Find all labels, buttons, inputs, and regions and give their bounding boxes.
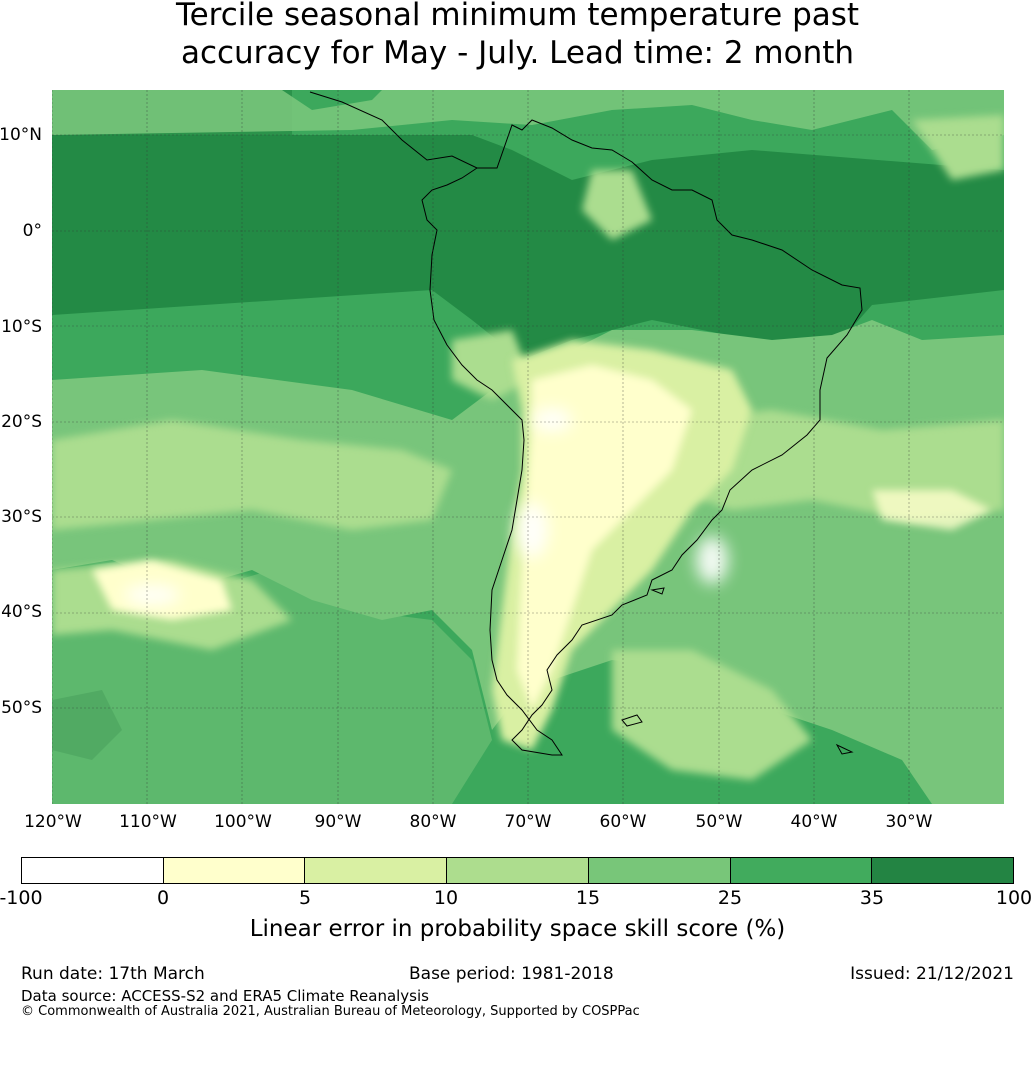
lon-label-120w: 120°W bbox=[24, 812, 82, 832]
skill-map-canvas bbox=[52, 90, 1004, 804]
run-date: Run date: 17th March bbox=[21, 964, 205, 984]
lon-label-60w: 60°W bbox=[599, 812, 647, 832]
colorbar-tick: 35 bbox=[859, 887, 885, 909]
colorbar-segment bbox=[22, 858, 164, 883]
lat-label-30s: 30°S bbox=[1, 507, 42, 527]
lat-label-10n: 10°N bbox=[0, 125, 42, 145]
lat-label-10s: 10°S bbox=[1, 317, 42, 337]
copyright: © Commonwealth of Australia 2021, Austra… bbox=[21, 1004, 640, 1019]
lat-label-20s: 20°S bbox=[1, 412, 42, 432]
skill-field-pale bbox=[92, 340, 992, 750]
lon-label-100w: 100°W bbox=[214, 812, 272, 832]
lon-label-30w: 30°W bbox=[885, 812, 933, 832]
lon-label-80w: 80°W bbox=[409, 812, 457, 832]
islands bbox=[621, 587, 854, 755]
lon-label-70w: 70°W bbox=[504, 812, 552, 832]
lon-label-40w: 40°W bbox=[790, 812, 838, 832]
colorbar-tick: 15 bbox=[575, 887, 601, 909]
colorbar bbox=[21, 857, 1014, 884]
colorbar-segment bbox=[447, 858, 589, 883]
title-line-1: Tercile seasonal minimum temperature pas… bbox=[175, 0, 860, 33]
graticule bbox=[52, 90, 1004, 804]
lat-label-0: 0° bbox=[22, 221, 42, 241]
map-title: Tercile seasonal minimum temperature pas… bbox=[0, 0, 1035, 72]
coastline bbox=[309, 91, 863, 756]
colorbar-segment bbox=[588, 858, 731, 883]
skill-field-white bbox=[124, 408, 728, 605]
colorbar-tick: 0 bbox=[156, 887, 170, 909]
lon-label-90w: 90°W bbox=[314, 812, 362, 832]
lat-label-40s: 40°S bbox=[1, 602, 42, 622]
lat-label-50s: 50°S bbox=[1, 698, 42, 718]
title-line-2: accuracy for May - July. Lead time: 2 mo… bbox=[180, 35, 855, 71]
colorbar-segment bbox=[872, 858, 1014, 883]
skill-map bbox=[52, 90, 1004, 804]
colorbar-tick: -100 bbox=[0, 887, 43, 909]
colorbar-tick: 25 bbox=[717, 887, 743, 909]
colorbar-label: Linear error in probability space skill … bbox=[249, 916, 786, 942]
colorbar-segment bbox=[305, 858, 448, 883]
colorbar-tick: 100 bbox=[995, 887, 1033, 909]
base-period: Base period: 1981-2018 bbox=[409, 964, 614, 984]
data-source: Data source: ACCESS-S2 and ERA5 Climate … bbox=[21, 987, 429, 1005]
lon-label-110w: 110°W bbox=[119, 812, 177, 832]
colorbar-segment bbox=[163, 858, 306, 883]
colorbar-tick: 10 bbox=[433, 887, 459, 909]
issued-date: Issued: 21/12/2021 bbox=[850, 964, 1014, 984]
lon-label-50w: 50°W bbox=[695, 812, 743, 832]
colorbar-tick: 5 bbox=[298, 887, 312, 909]
colorbar-segment bbox=[730, 858, 873, 883]
